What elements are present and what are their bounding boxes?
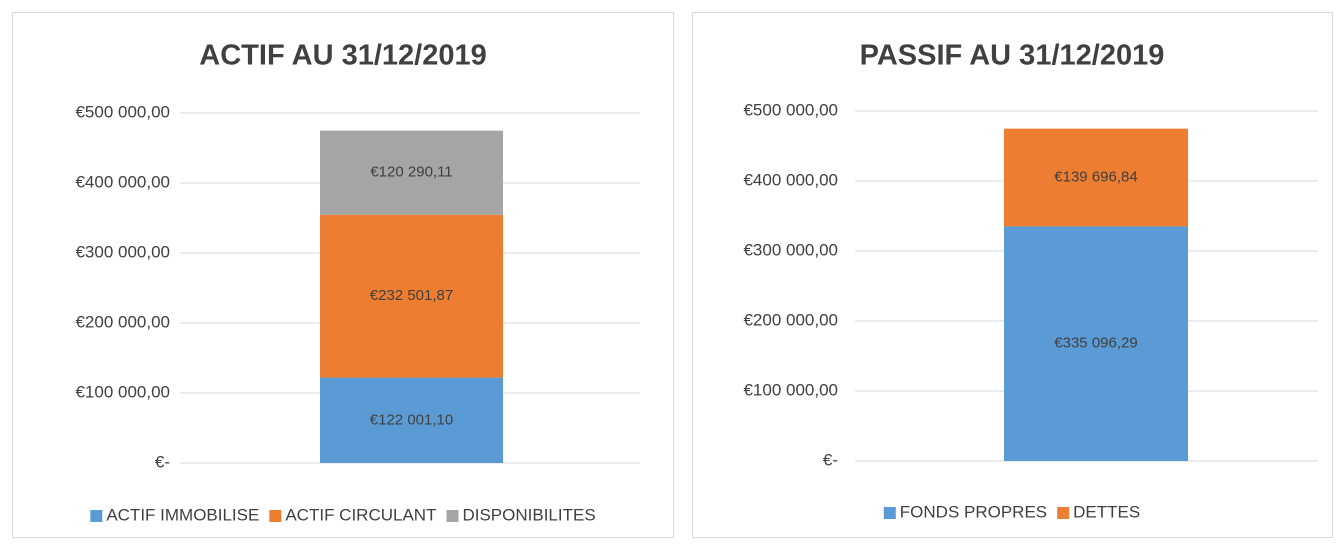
y-tick-label: €100 000,00 <box>75 382 170 401</box>
y-tick-label: €200 000,00 <box>75 312 170 331</box>
y-tick-label: €- <box>823 450 838 469</box>
legend-label: ACTIF IMMOBILISE <box>106 505 259 524</box>
chart-title: PASSIF AU 31/12/2019 <box>860 40 1165 72</box>
data-label: €120 290,11 <box>370 164 452 181</box>
bar-segment <box>320 377 503 463</box>
legend-swatch <box>90 510 103 522</box>
legend-swatch <box>1057 507 1070 519</box>
legend-label: FONDS PROPRES <box>900 502 1047 521</box>
chart-title: ACTIF AU 31/12/2019 <box>199 40 486 72</box>
data-label: €139 696,84 <box>1054 169 1137 186</box>
bar-segment <box>1004 226 1188 461</box>
legend-label: DETTES <box>1073 502 1140 521</box>
y-tick-label: €400 000,00 <box>75 172 170 191</box>
y-tick-label: €300 000,00 <box>75 242 170 261</box>
y-tick-label: €100 000,00 <box>743 380 838 399</box>
legend-swatch <box>446 510 459 522</box>
data-label: €335 096,29 <box>1054 335 1137 352</box>
y-tick-label: €- <box>155 452 170 471</box>
y-tick-label: €200 000,00 <box>743 310 838 329</box>
bar-segment <box>320 130 503 215</box>
y-tick-label: €500 000,00 <box>743 100 838 119</box>
legend-label: ACTIF CIRCULANT <box>285 505 436 524</box>
y-tick-label: €500 000,00 <box>75 102 170 121</box>
legend-swatch <box>883 507 896 519</box>
legend-label: DISPONIBILITES <box>462 505 595 524</box>
y-tick-label: €400 000,00 <box>743 170 838 189</box>
bar-segment <box>1004 128 1188 227</box>
data-label: €122 001,10 <box>370 411 453 428</box>
y-tick-label: €300 000,00 <box>743 240 838 259</box>
data-label: €232 501,87 <box>370 287 453 304</box>
legend-swatch <box>269 510 282 522</box>
bar-segment <box>320 214 503 378</box>
